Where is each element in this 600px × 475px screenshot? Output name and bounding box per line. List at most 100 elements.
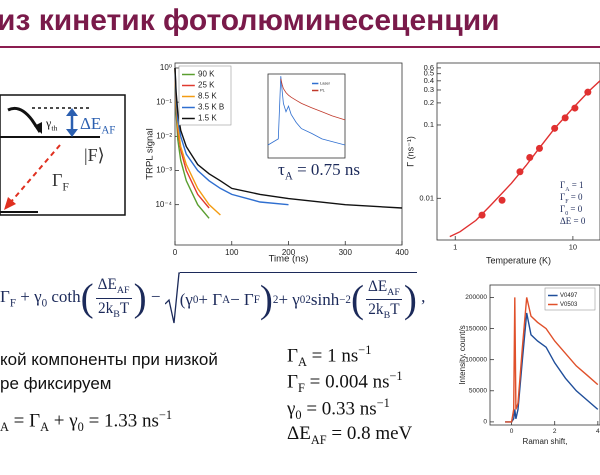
math-text: Γ: [560, 192, 566, 202]
annotation: Γ0 = 0: [560, 204, 582, 217]
x-tick-label: 10: [569, 242, 577, 251]
data-point: [571, 104, 579, 112]
text-line: ре фиксируем: [0, 374, 112, 393]
subscript: AF: [310, 432, 327, 447]
subscript: A: [565, 186, 570, 193]
legend-label: V0497: [560, 293, 578, 299]
math-text: = 1 ns: [306, 345, 359, 367]
series-line: [280, 78, 346, 121]
y-tick-label: 10⁰: [160, 63, 172, 72]
data-point: [478, 211, 486, 219]
parameter: γ0 = 0.33 ns−1: [287, 396, 390, 423]
math-text: γ: [46, 116, 52, 130]
x-tick-label: 2: [553, 428, 557, 435]
math-text: + γ: [278, 289, 300, 309]
math-text: Γ: [560, 180, 566, 190]
data-point: [551, 124, 559, 132]
math-text: 2k: [368, 301, 384, 318]
y-tick-label: 100000: [465, 356, 487, 363]
y-tick-label: 150000: [465, 325, 487, 332]
superscript: −1: [158, 408, 173, 422]
math-text: −: [146, 286, 165, 306]
subscript: F: [9, 297, 16, 310]
x-tick-label: 100: [225, 248, 239, 257]
numerator: ΔEAF: [95, 276, 132, 299]
delta-label: ΔEAF: [80, 114, 115, 136]
subscript: F: [297, 381, 305, 396]
math-text: ΔE: [80, 114, 102, 133]
y-tick-label: 0.2: [424, 98, 434, 107]
math-text: Γ: [287, 371, 298, 393]
math-text: ,: [416, 286, 426, 306]
state-label: |F⟩: [84, 145, 105, 166]
math-text: coth: [47, 286, 81, 306]
annotation: τA = 0.75 ns: [278, 160, 360, 182]
x-axis-label: Time (ns): [269, 254, 309, 265]
math-text: (: [80, 276, 94, 320]
y-tick-label: 0.4: [424, 76, 434, 85]
y-tick-label: 50000: [469, 387, 487, 394]
x-axis-label: Temperature (K): [486, 255, 551, 265]
math-text: Γ: [560, 204, 566, 214]
x-tick-label: 200: [282, 248, 296, 257]
legend-label: PL: [320, 88, 326, 93]
superscript: 2: [272, 293, 279, 306]
parameter: ΓF = 0.004 ns−1: [287, 369, 403, 396]
result-formula: A = ΓA + γ0 = 1.33 ns−1: [0, 408, 172, 435]
x-tick-label: 0: [173, 248, 178, 257]
math-text: γ: [287, 398, 296, 420]
subscript: F: [62, 180, 69, 194]
radical-stroke: [164, 272, 180, 324]
subscript: B: [113, 308, 120, 320]
math-text: = 0.75 ns: [292, 160, 361, 179]
math-text: |F⟩: [84, 145, 105, 165]
data-point: [561, 114, 569, 122]
legend-label: 1.5 K: [198, 114, 217, 123]
y-tick-label: 0.3: [424, 85, 434, 94]
subscript: 0: [41, 297, 48, 310]
y-tick-label: 10⁻³: [156, 166, 172, 175]
superscript: −1: [389, 369, 403, 383]
annotation: ΓA = 1: [560, 180, 584, 193]
y-tick-label: 10⁻²: [156, 131, 172, 140]
parameter: ΔEAF = 0.8 meV: [287, 423, 412, 448]
subscript: A: [0, 420, 9, 435]
math-text: = 0.8 meV: [326, 423, 413, 444]
legend-label: 3.5 K B: [198, 103, 224, 112]
fraction: ΔEAF 2kBT: [365, 278, 402, 321]
annotation: ΔE = 0: [560, 216, 585, 226]
y-tick-label: 0.6: [424, 63, 434, 72]
math-text: ): [403, 278, 417, 321]
x-tick-label: 1: [453, 242, 457, 251]
subscript: th: [51, 123, 58, 133]
legend-label: 8.5 K: [198, 92, 217, 101]
data-point: [498, 196, 506, 204]
legend-label: 25 K: [198, 81, 215, 90]
legend-label: Laser: [320, 81, 331, 86]
math-text: = 0: [568, 204, 583, 214]
math-text: + γ: [49, 410, 78, 432]
math-text: Γ: [52, 170, 63, 190]
math-text: ): [133, 276, 147, 320]
denominator: 2kBT: [366, 300, 402, 321]
series-line: [505, 312, 599, 423]
text-line: кой компоненты при низкой: [0, 350, 218, 369]
arrow-head: [4, 197, 16, 210]
gamma-th-label: γth: [46, 116, 57, 132]
subscript: AF: [101, 124, 116, 137]
math-text: ΔE: [97, 276, 117, 294]
math-text: + γ: [15, 286, 42, 306]
math-text: ΔE: [287, 423, 311, 444]
data-point: [516, 168, 524, 176]
subscript: 0: [295, 408, 302, 423]
x-tick-label: 300: [339, 248, 353, 257]
y-tick-label: 10⁻⁴: [155, 200, 172, 209]
parameter: ΓA = 1 ns−1: [287, 343, 371, 370]
legend-label: 90 K: [198, 70, 215, 79]
subscript: AF: [116, 285, 130, 297]
math-text: T: [390, 301, 400, 318]
arrow: [9, 144, 61, 204]
numerator: ΔEAF: [365, 278, 402, 300]
